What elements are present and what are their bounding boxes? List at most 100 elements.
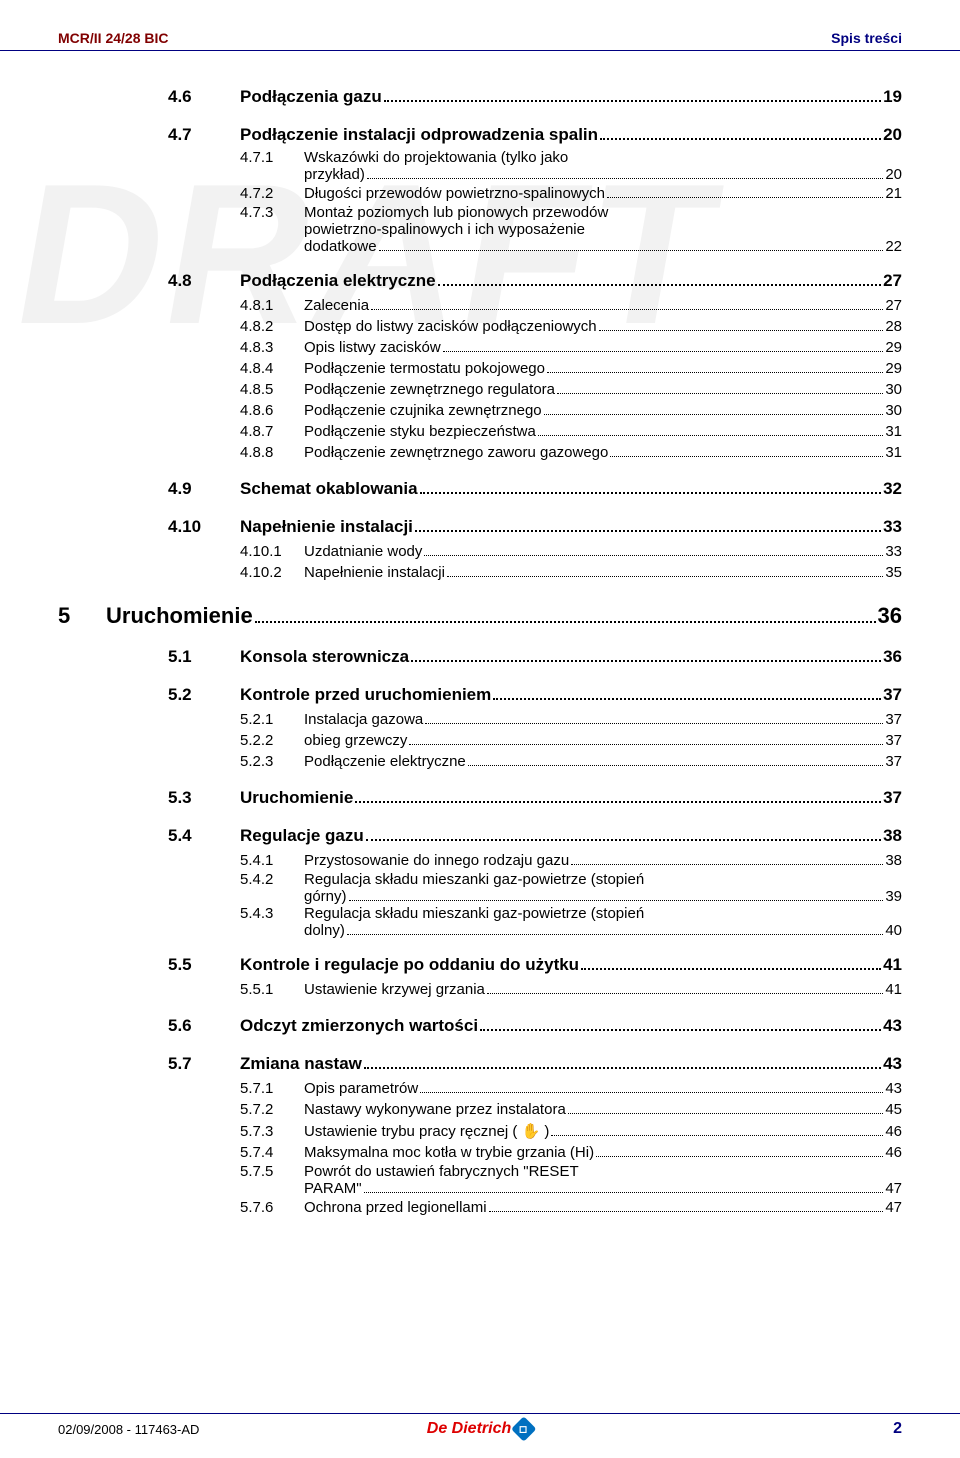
- toc-page: 29: [885, 339, 902, 356]
- toc-label: Maksymalna moc kotła w trybie grzania (H…: [304, 1144, 594, 1161]
- toc-label: Regulacje gazu: [240, 826, 364, 846]
- toc-page: 39: [885, 888, 902, 905]
- toc-number: 5.2.1: [240, 711, 304, 728]
- toc-dots: [425, 723, 883, 724]
- toc-entry: 4.8.6Podłączenie czujnika zewnętrznego30: [58, 400, 902, 421]
- toc-dots: [420, 492, 881, 494]
- toc-dots: [547, 372, 883, 373]
- toc-label: Odczyt zmierzonych wartości: [240, 1016, 478, 1036]
- toc-number: 4.7.3: [240, 204, 304, 238]
- toc-entry: 4.8.1Zalecenia27: [58, 295, 902, 316]
- toc-entry: 4.7Podłączenie instalacji odprowadzenia …: [58, 123, 902, 147]
- toc-number: 5.7.2: [240, 1101, 304, 1118]
- toc-label: Podłączenia gazu: [240, 87, 382, 107]
- toc-page: 46: [885, 1123, 902, 1140]
- toc-dots: [538, 435, 884, 436]
- toc-page: 37: [885, 753, 902, 770]
- toc-number: 5.7.1: [240, 1080, 304, 1097]
- toc-dots: [568, 1113, 884, 1114]
- toc-dots: [489, 1211, 884, 1212]
- toc-page: 46: [885, 1144, 902, 1161]
- toc-page: 33: [883, 517, 902, 537]
- toc-dots: [557, 393, 883, 394]
- toc-dots: [424, 555, 883, 556]
- toc-number: 4.8: [168, 271, 240, 291]
- toc-dots: [480, 1029, 881, 1031]
- toc-number: 5.1: [168, 647, 240, 667]
- toc-entry: 5.5.1Ustawienie krzywej grzania41: [58, 979, 902, 1000]
- toc-label: Podłączenia elektryczne: [240, 271, 436, 291]
- toc-entry: 4.8.8Podłączenie zewnętrznego zaworu gaz…: [58, 442, 902, 463]
- toc-page: 38: [883, 826, 902, 846]
- toc-entry: 4.8.5Podłączenie zewnętrznego regulatora…: [58, 379, 902, 400]
- toc-label: Dostęp do listwy zacisków podłączeniowyc…: [304, 318, 597, 335]
- toc-dots: [438, 284, 881, 286]
- toc-label: Kontrole i regulacje po oddaniu do użytk…: [240, 955, 579, 975]
- toc-page: 38: [885, 852, 902, 869]
- toc-dots: [366, 839, 881, 841]
- toc-dots: [607, 197, 883, 198]
- toc-label: Przystosowanie do innego rodzaju gazu: [304, 852, 569, 869]
- toc-page: 43: [883, 1016, 902, 1036]
- toc-number: 4.9: [168, 479, 240, 499]
- toc-dots: [544, 414, 884, 415]
- toc-label: Instalacja gazowa: [304, 711, 423, 728]
- section-title: Spis treści: [831, 30, 902, 46]
- toc-dots: [411, 660, 881, 662]
- toc-entry: 5.4.3Regulacja składu mieszanki gaz-powi…: [58, 905, 902, 939]
- toc-label: Podłączenie styku bezpieczeństwa: [304, 423, 536, 440]
- toc-label: Kontrole przed uruchomieniem: [240, 685, 491, 705]
- toc-page: 32: [883, 479, 902, 499]
- toc-dots: [600, 138, 881, 140]
- toc-label: Podłączenie zewnętrznego regulatora: [304, 381, 555, 398]
- toc-page: 37: [885, 711, 902, 728]
- toc-dots: [420, 1092, 883, 1093]
- toc-page: 41: [885, 981, 902, 998]
- doc-id: MCR/II 24/28 BIC: [58, 30, 168, 46]
- toc-number: 5.7.3: [240, 1123, 304, 1140]
- toc-dots: [255, 621, 876, 623]
- toc-page: 35: [885, 564, 902, 581]
- toc-number: 4.8.2: [240, 318, 304, 335]
- toc-entry: 5.1Konsola sterownicza36: [58, 645, 902, 669]
- brand-icon: ◇: [512, 1416, 537, 1441]
- toc-dots: [443, 351, 884, 352]
- toc-entry: 5.7Zmiana nastaw43: [58, 1052, 902, 1076]
- toc-number: 4.8.6: [240, 402, 304, 419]
- toc-label: obieg grzewczy: [304, 732, 407, 749]
- toc-dots: [384, 100, 881, 102]
- toc-dots: [415, 530, 881, 532]
- toc-dots: [468, 765, 884, 766]
- toc-label: Ustawienie trybu pracy ręcznej ( ✋ ): [304, 1122, 549, 1140]
- toc-entry: 5.7.1Opis parametrów43: [58, 1078, 902, 1099]
- toc-label: Napełnienie instalacji: [240, 517, 413, 537]
- toc-dots: [487, 993, 883, 994]
- toc-label: Podłączenie termostatu pokojowego: [304, 360, 545, 377]
- toc-entry: 4.8Podłączenia elektryczne27: [58, 269, 902, 293]
- toc-number: 4.8.4: [240, 360, 304, 377]
- toc-entry: 5.5Kontrole i regulacje po oddaniu do uż…: [58, 953, 902, 977]
- toc-number: 4.7: [168, 125, 240, 145]
- toc-number: 5.5: [168, 955, 240, 975]
- toc-number: 5.6: [168, 1016, 240, 1036]
- toc-label: Wskazówki do projektowania (tylko jako: [304, 149, 902, 166]
- toc-page: 27: [885, 297, 902, 314]
- toc-number: 5.4.2: [240, 871, 304, 888]
- toc-dots: [409, 744, 883, 745]
- toc-entry: 5.7.2Nastawy wykonywane przez instalator…: [58, 1099, 902, 1120]
- page-footer: 02/09/2008 - 117463-AD De Dietrich ◇ 2: [0, 1413, 960, 1438]
- toc-page: 45: [885, 1101, 902, 1118]
- toc-entry: 5.2Kontrole przed uruchomieniem37: [58, 683, 902, 707]
- toc-label: Opis listwy zacisków: [304, 339, 441, 356]
- toc-number: 4.7.2: [240, 185, 304, 202]
- toc-dots: [371, 309, 883, 310]
- toc-page: 43: [883, 1054, 902, 1074]
- toc-dots: [571, 864, 883, 865]
- toc-number: 5.2: [168, 685, 240, 705]
- toc-entry: 4.10.2Napełnienie instalacji35: [58, 562, 902, 583]
- footer-page-number: 2: [893, 1420, 902, 1438]
- toc-label: Podłączenie instalacji odprowadzenia spa…: [240, 125, 598, 145]
- toc-entry: 5.2.2obieg grzewczy37: [58, 730, 902, 751]
- toc-page: 30: [885, 402, 902, 419]
- toc-number: 4.6: [168, 87, 240, 107]
